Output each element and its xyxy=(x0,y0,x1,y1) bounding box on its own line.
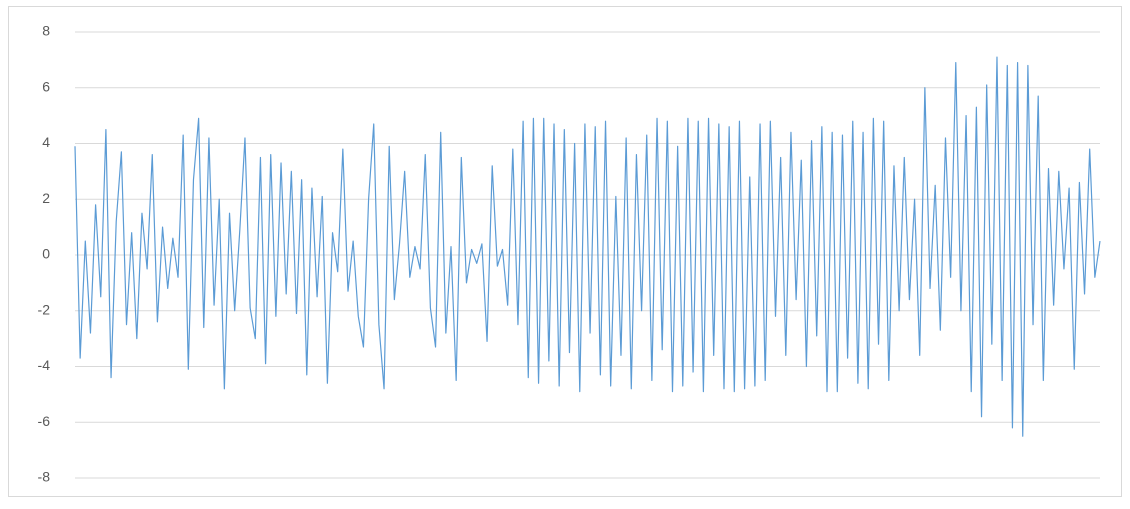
y-tick-label: 6 xyxy=(42,78,50,94)
y-tick-label: 4 xyxy=(42,134,50,150)
y-tick-label: -8 xyxy=(38,469,51,485)
y-tick-label: 2 xyxy=(42,190,50,206)
y-tick-label: -6 xyxy=(38,413,51,429)
y-tick-label: -4 xyxy=(38,357,51,373)
y-tick-label: 0 xyxy=(42,246,50,262)
y-tick-label: 8 xyxy=(42,23,50,39)
chart-frame xyxy=(8,6,1122,497)
data-line xyxy=(74,56,1101,437)
y-tick-label: -2 xyxy=(38,301,51,317)
